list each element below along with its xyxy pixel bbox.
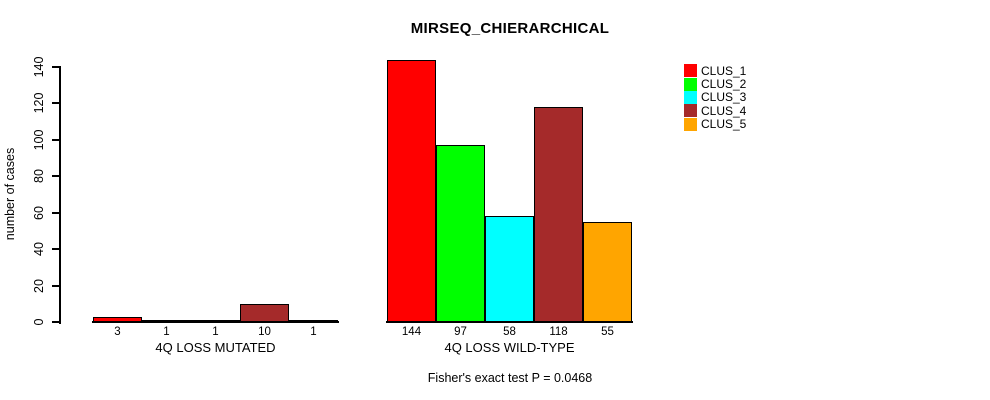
- bar-clus_4: [240, 304, 289, 322]
- y-axis-tick: [52, 321, 60, 323]
- legend: CLUS_1 CLUS_2 CLUS_3 CLUS_4 CLUS_5: [684, 64, 746, 131]
- bar-clus_2: [142, 320, 191, 322]
- y-axis-tick: [52, 66, 60, 68]
- y-axis-label: number of cases: [3, 147, 17, 241]
- y-axis-line: [59, 66, 61, 324]
- y-axis-tick-label: 140: [32, 56, 46, 78]
- chart-title: MIRSEQ_CHIERARCHICAL: [410, 20, 610, 37]
- y-axis-tick: [52, 175, 60, 178]
- y-axis-tick-label: 80: [32, 169, 46, 184]
- legend-label: CLUS_1: [701, 63, 747, 78]
- x-axis-baseline: [386, 321, 633, 323]
- y-axis-tick-label: 60: [32, 205, 46, 220]
- bar-clus_5: [583, 222, 632, 322]
- legend-item: CLUS_2: [684, 77, 747, 92]
- bar-value-label: 3: [114, 326, 121, 338]
- y-axis-tick-label: 100: [32, 129, 46, 151]
- legend-item: CLUS_1: [684, 63, 747, 78]
- y-axis-tick-label: 120: [32, 92, 46, 114]
- bar-value-label: 118: [549, 326, 568, 338]
- legend-item: CLUS_4: [684, 103, 747, 118]
- bar-clus_1: [387, 60, 436, 322]
- bar-clus_2: [436, 145, 485, 322]
- bar-value-label: 1: [163, 326, 170, 338]
- bar-clus_1: [93, 317, 142, 322]
- y-axis-tick: [52, 138, 60, 141]
- y-axis-tick-label: 40: [32, 242, 46, 257]
- bar-clus_4: [534, 107, 583, 322]
- bar-value-label: 55: [601, 326, 614, 338]
- legend-swatch: [684, 90, 697, 104]
- legend-item: CLUS_3: [684, 90, 747, 105]
- legend-item: CLUS_5: [684, 117, 747, 132]
- bar-clus_3: [191, 320, 240, 322]
- bar-value-label: 10: [258, 326, 271, 338]
- y-axis-tick-label: 20: [32, 278, 46, 293]
- bar-value-label: 1: [212, 326, 219, 338]
- legend-swatch: [684, 77, 697, 91]
- y-axis-tick: [52, 284, 60, 287]
- y-axis-tick: [52, 102, 60, 105]
- y-axis-tick: [52, 211, 60, 214]
- bar-clus_3: [485, 216, 534, 322]
- group-label: 4Q LOSS MUTATED: [155, 340, 276, 355]
- x-axis-baseline: [92, 321, 339, 323]
- legend-label: CLUS_3: [701, 90, 747, 105]
- legend-label: CLUS_5: [701, 117, 747, 132]
- legend-label: CLUS_4: [701, 103, 747, 118]
- bar-clus_5: [289, 320, 338, 322]
- bar-value-label: 1: [310, 326, 317, 338]
- legend-swatch: [684, 64, 697, 78]
- legend-swatch: [684, 104, 697, 118]
- bar-value-label: 58: [503, 326, 516, 338]
- y-axis-tick-label: 0: [32, 318, 46, 326]
- legend-swatch: [684, 117, 697, 131]
- y-axis-tick: [52, 248, 60, 251]
- group-label: 4Q LOSS WILD-TYPE: [444, 340, 575, 355]
- stat-annotation: Fisher's exact test P = 0.0468: [427, 371, 593, 385]
- bar-value-label: 144: [401, 326, 422, 338]
- bar-value-label: 97: [454, 326, 467, 338]
- legend-label: CLUS_2: [701, 77, 747, 92]
